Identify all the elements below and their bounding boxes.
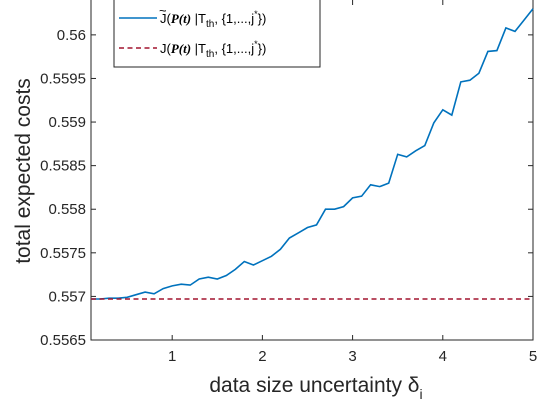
legend-box [113, 0, 321, 68]
y-tick-label: 0.5575 [40, 245, 86, 262]
x-axis-ticks: 1 2 3 4 5 [168, 0, 537, 365]
x-tick-label: 3 [348, 348, 356, 365]
legend: J(P(t) |Tth, {1,...,j*})~J(P(t) |Tth, {1… [113, 0, 321, 68]
x-tick-label: 2 [258, 348, 266, 365]
y-tick-label: 0.559 [48, 114, 86, 131]
series-line-1 [91, 8, 534, 300]
legend-label-1: J(P(t) |Tth, {1,...,j*}) [160, 9, 266, 30]
y-axis-ticks: 0.5565 0.557 0.5575 0.558 0.5585 0.559 0.5595 0… [40, 27, 533, 349]
y-tick-label: 0.557 [48, 288, 86, 305]
y-tick-label: 0.558 [48, 201, 86, 218]
legend-tilde-1: ~ [159, 3, 167, 18]
x-axis-label-main: data size uncertainty δ [209, 374, 419, 397]
y-axis-label: total expected costs [12, 78, 35, 264]
x-tick-label: 4 [439, 348, 447, 365]
legend-label-2: J(P(t) |Tth, {1,...,j*}) [160, 39, 266, 60]
y-tick-label: 0.5595 [40, 70, 86, 87]
y-tick-label: 0.56 [57, 27, 86, 44]
x-tick-label: 1 [168, 348, 176, 365]
series-layer [91, 8, 534, 300]
y-tick-label: 0.5565 [40, 332, 86, 349]
y-tick-label: 0.5585 [40, 158, 86, 175]
x-axis-label: data size uncertainty δi [209, 374, 422, 402]
x-axis-label-subscript: i [420, 386, 423, 402]
x-tick-label: 5 [529, 348, 537, 365]
